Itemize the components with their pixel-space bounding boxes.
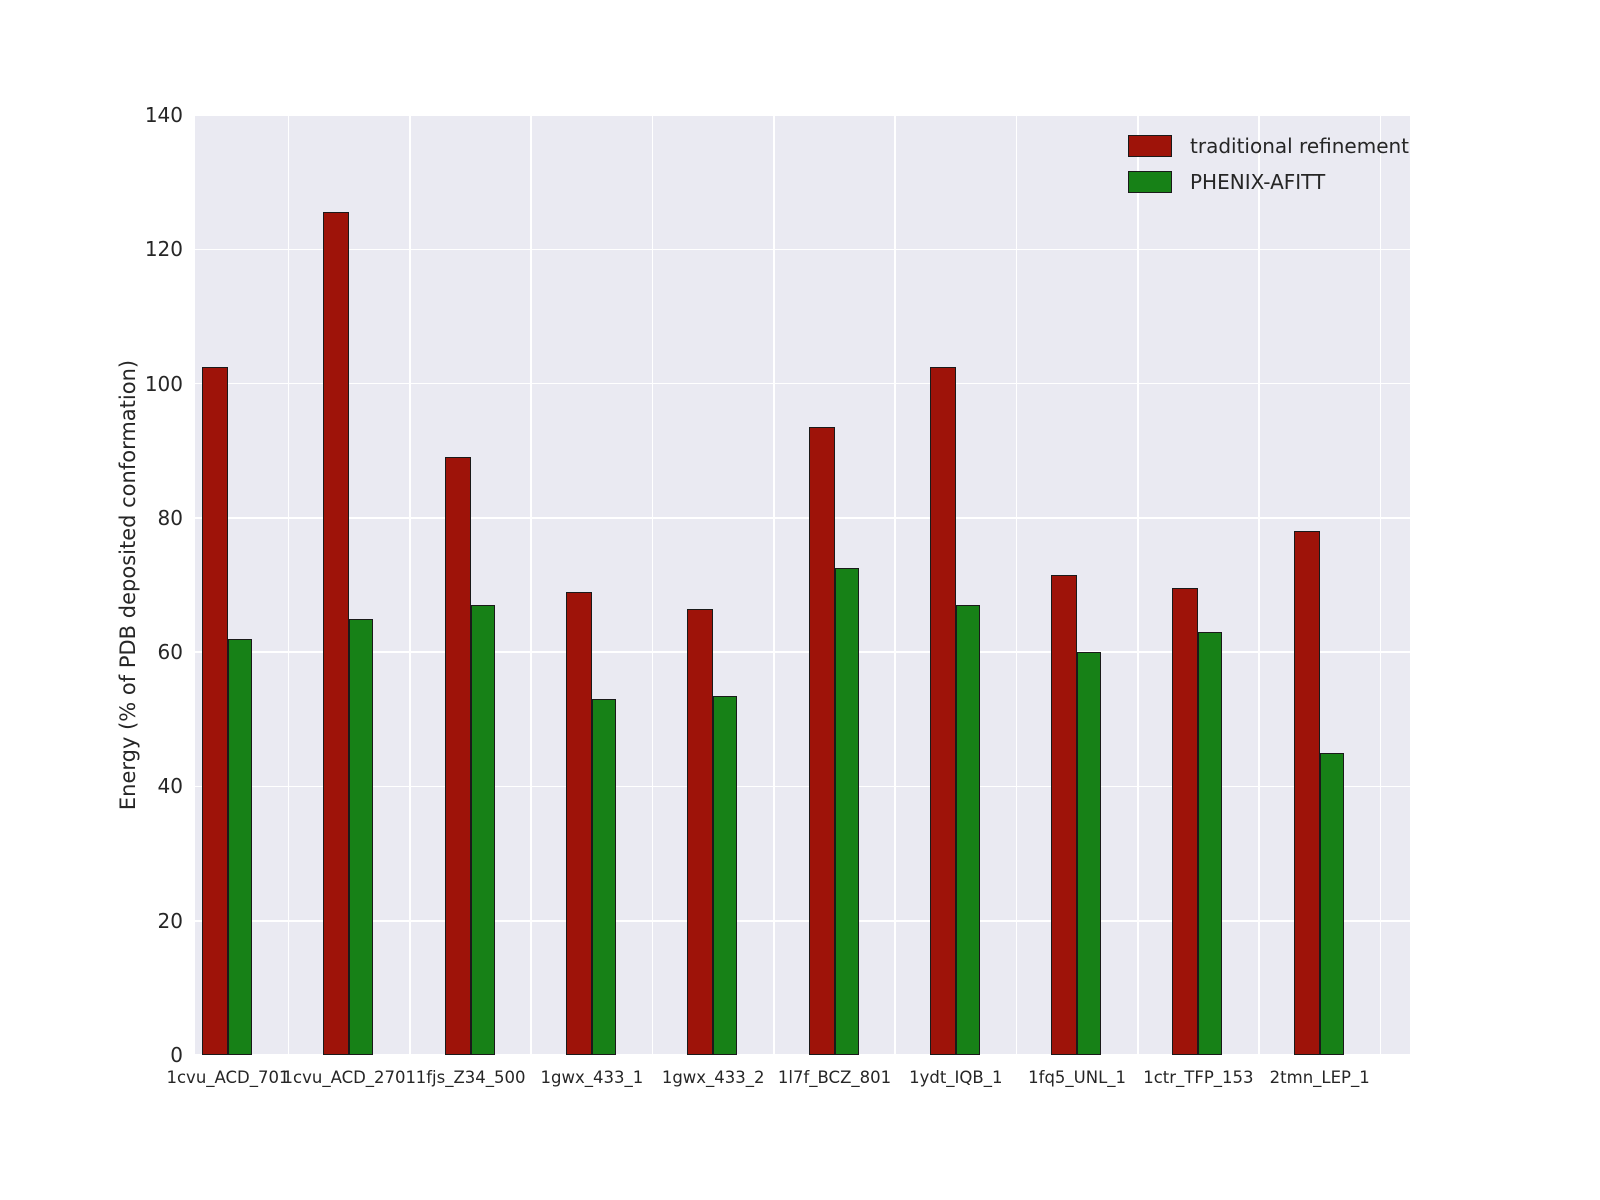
x-tick-label: 2tmn_LEP_1 — [1269, 1068, 1370, 1087]
gridline-vertical — [773, 115, 775, 1055]
x-tick-label: 1gwx_433_1 — [540, 1068, 644, 1087]
gridline-horizontal — [195, 919, 1410, 922]
bar-phenix-afitt — [228, 638, 252, 1055]
bar-phenix-afitt — [1077, 652, 1102, 1055]
y-tick-label: 120 — [144, 237, 183, 262]
gridline-vertical — [287, 115, 290, 1055]
x-tick-label: 1ctr_TFP_153 — [1143, 1068, 1254, 1087]
bar-traditional-refinement — [1172, 588, 1199, 1055]
x-tick-label: 1cvu_ACD_701 — [166, 1068, 290, 1087]
bar-traditional-refinement — [1051, 574, 1078, 1055]
bar-traditional-refinement — [202, 366, 228, 1055]
x-tick-label: 1l7f_BCZ_801 — [777, 1068, 892, 1087]
gridline-horizontal — [195, 114, 1410, 116]
gridline-vertical — [894, 115, 896, 1055]
y-tick-label: 60 — [157, 640, 183, 665]
gridline-horizontal — [195, 382, 1410, 385]
gridline-horizontal — [195, 651, 1410, 653]
bar-phenix-afitt — [713, 695, 738, 1055]
bar-phenix-afitt — [834, 568, 859, 1055]
gridline-horizontal — [195, 517, 1410, 519]
bar-phenix-afitt — [591, 699, 616, 1055]
bar-traditional-refinement — [444, 457, 471, 1055]
bar-traditional-refinement — [808, 427, 835, 1055]
bar-phenix-afitt — [349, 618, 374, 1055]
gridline-vertical — [1379, 115, 1382, 1055]
gridline-vertical — [651, 115, 654, 1055]
bar-phenix-afitt — [955, 605, 980, 1055]
gridline-horizontal — [195, 785, 1410, 788]
bar-phenix-afitt — [470, 605, 495, 1055]
gridline-vertical — [1258, 115, 1260, 1055]
gridline-horizontal — [195, 248, 1410, 251]
plot-area — [195, 114, 1410, 1056]
gridline-vertical — [409, 115, 411, 1055]
gridline-vertical — [530, 115, 533, 1055]
y-tick-label: 80 — [157, 505, 183, 530]
x-tick-label: 1fq5_UNL_1 — [1028, 1068, 1127, 1087]
x-tick-label: 1ydt_IQB_1 — [909, 1068, 1003, 1087]
legend-swatch-traditional-icon — [1128, 135, 1172, 157]
x-tick-label: 1fjs_Z34_500 — [415, 1068, 526, 1087]
y-tick-label: 40 — [157, 774, 183, 799]
y-axis-ticks: 0 20 40 60 80 100 120 140 — [0, 103, 183, 1067]
y-tick-label: 20 — [157, 908, 183, 933]
y-tick-label: 140 — [144, 103, 183, 127]
y-tick-label: 0 — [170, 1043, 183, 1067]
gridline-horizontal — [195, 1054, 1410, 1056]
legend-label-traditional: traditional refinement — [1190, 134, 1410, 158]
bar-phenix-afitt — [1198, 632, 1223, 1055]
legend-swatch-phenix-icon — [1128, 171, 1172, 193]
gridline-vertical — [1015, 115, 1018, 1055]
bar-phenix-afitt — [1319, 752, 1344, 1055]
bar-traditional-refinement — [929, 366, 956, 1055]
legend-item-phenix: PHENIX-AFITT — [1128, 170, 1409, 194]
bar-traditional-refinement — [687, 608, 714, 1055]
y-tick-label: 100 — [144, 371, 183, 396]
legend-item-traditional: traditional refinement — [1128, 134, 1409, 158]
x-tick-label: 1gwx_433_2 — [661, 1068, 765, 1087]
legend-label-phenix: PHENIX-AFITT — [1190, 170, 1326, 194]
bar-traditional-refinement — [1293, 531, 1320, 1055]
x-axis-ticks: 1cvu_ACD_701 1cvu_ACD_2701 1fjs_Z34_500 1gw… — [166, 1068, 1410, 1098]
gridline-vertical — [1136, 115, 1139, 1055]
bar-traditional-refinement — [323, 212, 350, 1055]
x-tick-label: 1cvu_ACD_2701 — [282, 1068, 417, 1087]
legend: traditional refinement PHENIX-AFITT — [1122, 130, 1415, 198]
bar-traditional-refinement — [565, 591, 592, 1055]
